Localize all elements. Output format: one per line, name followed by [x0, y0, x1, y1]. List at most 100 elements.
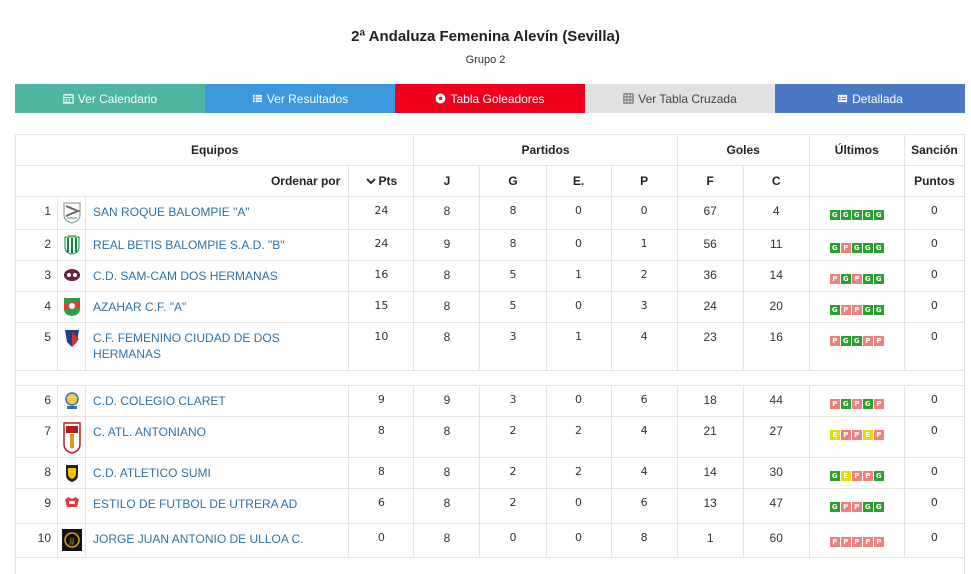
- team-drawn: 0: [545, 385, 612, 417]
- team-goals-for: 21: [676, 416, 744, 458]
- team-drawn: 0: [545, 291, 612, 323]
- team-crest-icon: [57, 229, 87, 261]
- calendar-icon: [63, 93, 74, 104]
- team-link[interactable]: AZAHAR C.F. "A": [93, 300, 187, 314]
- team-link[interactable]: C.F. FEMENINO CIUDAD DE DOS HERMANAS: [93, 331, 280, 361]
- last-result-badge: E: [840, 471, 851, 481]
- svg-text:JJ: JJ: [68, 537, 73, 545]
- team-won: 2: [479, 416, 547, 458]
- last-result-badge: G: [873, 210, 884, 220]
- team-sanction: 0: [903, 457, 966, 489]
- team-crest-icon: [57, 416, 87, 458]
- team-cell: C.F. FEMENINO CIUDAD DE DOS HERMANAS: [85, 322, 350, 371]
- team-sanction: 0: [903, 385, 966, 417]
- team-position: 7: [14, 416, 59, 458]
- team-link[interactable]: C. ATL. ANTONIANO: [93, 425, 206, 439]
- last-result-badge: P: [862, 537, 873, 547]
- table-group-header: Equipos Partidos Goles Últimos Sanción: [14, 134, 966, 166]
- team-link[interactable]: C.D. SAM-CAM DOS HERMANAS: [93, 269, 278, 283]
- group-header-ultimos: Últimos: [808, 134, 905, 166]
- team-link[interactable]: REAL BETIS BALOMPIE S.A.D. "B": [93, 238, 285, 252]
- team-lost: 4: [610, 322, 678, 371]
- team-played: 8: [413, 457, 481, 489]
- team-lost: 4: [610, 457, 678, 489]
- team-won: 8: [479, 196, 547, 230]
- team-link[interactable]: C.D. ATLETICO SUMI: [93, 466, 211, 480]
- team-goals-against: 11: [742, 229, 810, 261]
- team-cell: C.D. ATLETICO SUMI: [85, 457, 350, 489]
- team-crest-icon: [57, 196, 87, 230]
- team-played: 8: [413, 488, 481, 524]
- column-pts[interactable]: Pts: [348, 165, 415, 197]
- team-played: 8: [413, 523, 481, 558]
- team-crest-icon: [57, 322, 87, 371]
- team-link[interactable]: SAN ROQUE BALOMPIE "A": [93, 205, 250, 219]
- last-result-badge: P: [829, 336, 840, 346]
- last-result-badge: P: [829, 274, 840, 284]
- cross-table-button-label: Ver Tabla Cruzada: [638, 91, 737, 106]
- team-link[interactable]: JORGE JUAN ANTONIO DE ULLOA C.: [93, 532, 304, 546]
- column-c[interactable]: C: [742, 165, 810, 197]
- team-drawn: 1: [545, 322, 612, 371]
- scorers-button[interactable]: Tabla Goleadores: [395, 84, 585, 113]
- column-f[interactable]: F: [676, 165, 744, 197]
- results-button[interactable]: Ver Resultados: [205, 84, 395, 113]
- team-goals-for: 23: [676, 322, 744, 371]
- team-sanction: 0: [903, 260, 966, 292]
- team-lost: 6: [610, 488, 678, 524]
- column-p[interactable]: P: [610, 165, 678, 197]
- last-result-badge: P: [862, 471, 873, 481]
- team-lost: 0: [610, 196, 678, 230]
- column-j[interactable]: J: [413, 165, 481, 197]
- team-played: 8: [413, 416, 481, 458]
- team-won: 5: [479, 260, 547, 292]
- team-points: 8: [348, 416, 415, 458]
- last-result-badge: G: [862, 210, 873, 220]
- results-button-label: Ver Resultados: [266, 91, 349, 106]
- team-sanction: 0: [903, 229, 966, 261]
- page-title: 2ª Andaluza Femenina Alevín (Sevilla): [351, 28, 620, 45]
- team-goals-for: 24: [676, 291, 744, 323]
- team-goals-against: 16: [742, 322, 810, 371]
- last-result-badge: P: [873, 430, 884, 440]
- cross-table-button[interactable]: Ver Tabla Cruzada: [585, 84, 775, 113]
- team-goals-for: 56: [676, 229, 744, 261]
- detailed-button[interactable]: Detallada: [775, 84, 965, 113]
- team-link[interactable]: C.D. COLEGIO CLARET: [93, 394, 226, 408]
- team-goals-for: 18: [676, 385, 744, 417]
- team-played: 8: [413, 291, 481, 323]
- calendar-button[interactable]: Ver Calendario: [15, 84, 205, 113]
- page-subtitle: Grupo 2: [465, 54, 506, 66]
- last-result-badge: G: [862, 399, 873, 409]
- last-result-badge: G: [862, 243, 873, 253]
- team-cell: SAN ROQUE BALOMPIE "A": [85, 196, 350, 230]
- column-e[interactable]: E.: [545, 165, 612, 197]
- team-position: 8: [14, 457, 59, 489]
- team-cell: C.D. SAM-CAM DOS HERMANAS: [85, 260, 350, 292]
- team-goals-for: 1: [676, 523, 744, 558]
- team-won: 3: [479, 385, 547, 417]
- last-result-badge: G: [840, 210, 851, 220]
- column-g[interactable]: G: [479, 165, 547, 197]
- nav-bar: Ver Calendario Ver Resultados Tabla Gole…: [15, 84, 965, 113]
- team-goals-against: 44: [742, 385, 810, 417]
- team-goals-for: 13: [676, 488, 744, 524]
- team-goals-against: 30: [742, 457, 810, 489]
- last-result-badge: P: [851, 399, 862, 409]
- team-sanction: 0: [903, 322, 966, 371]
- team-crest-icon: [57, 385, 87, 417]
- team-cell: AZAHAR C.F. "A": [85, 291, 350, 323]
- last-result-badge: G: [829, 210, 840, 220]
- team-link[interactable]: ESTILO DE FUTBOL DE UTRERA AD: [93, 497, 298, 511]
- table-row: 5 C.F. FEMENINO CIUDAD DE DOS HERMANAS 10 8…: [14, 322, 966, 371]
- table-row: 9 ESTILO DE FUTBOL DE UTRERA AD 6 8 2 0 6 13 47 G…: [14, 488, 966, 524]
- team-cell: C.D. COLEGIO CLARET: [85, 385, 350, 417]
- last-result-badge: P: [873, 336, 884, 346]
- team-points: 24: [348, 229, 415, 261]
- table-row: 6 C.D. COLEGIO CLARET 9 9 3 0 6 18 44 P G P G P 0: [14, 385, 966, 417]
- last-result-badge: P: [851, 537, 862, 547]
- last-result-badge: P: [840, 502, 851, 512]
- team-drawn: 0: [545, 196, 612, 230]
- team-lost: 4: [610, 416, 678, 458]
